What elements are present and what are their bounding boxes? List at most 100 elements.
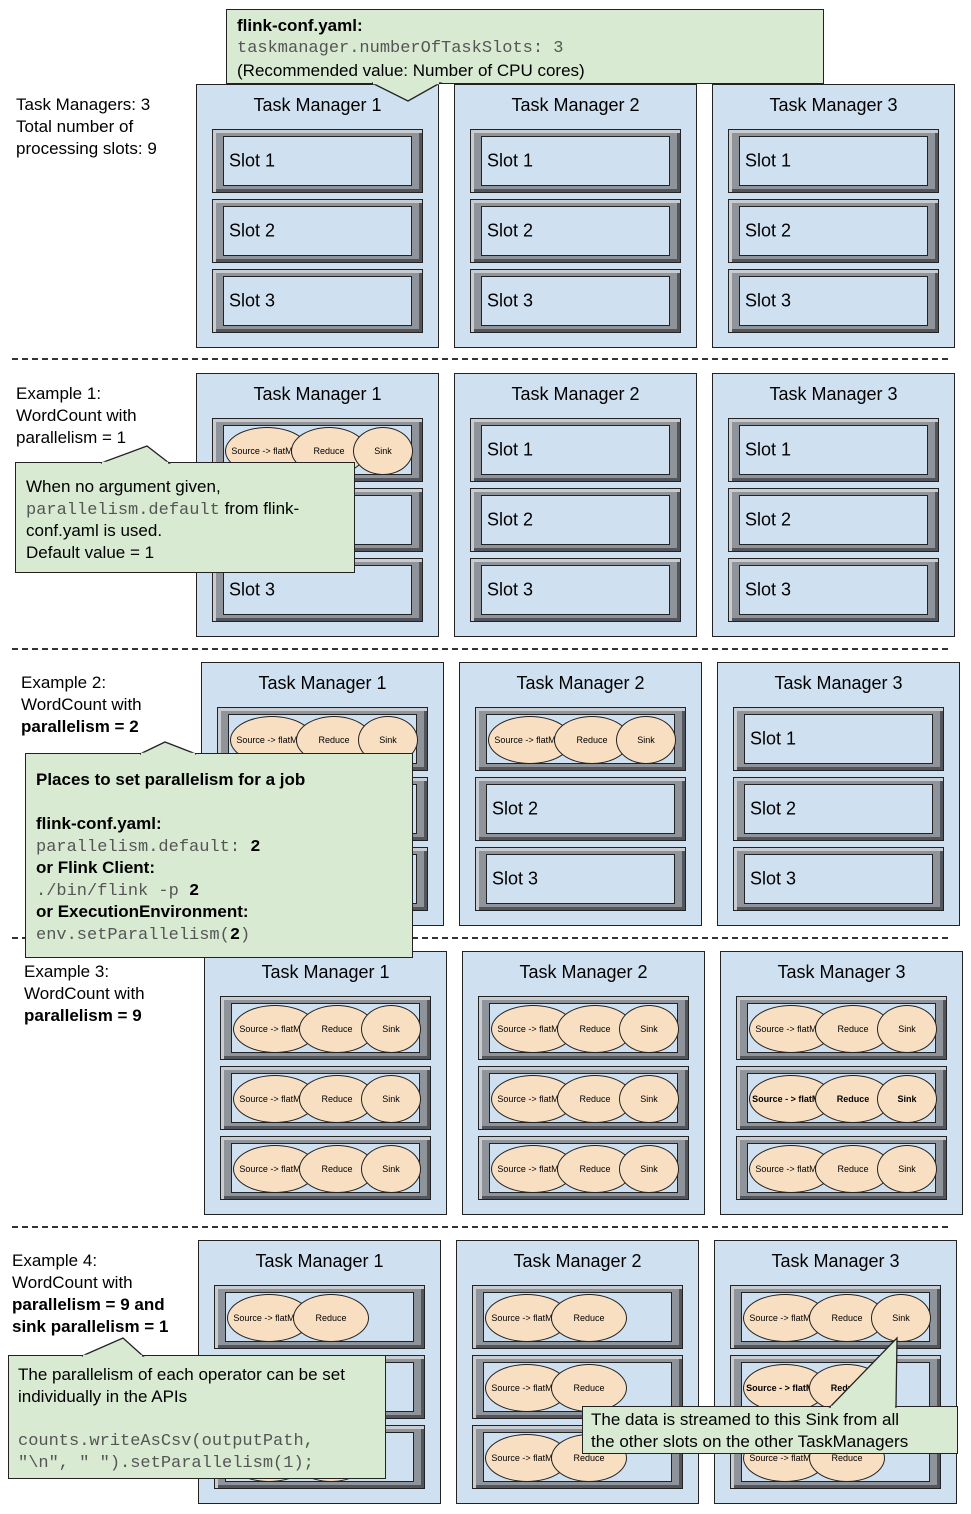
operator-reduce: Reduce [293, 1294, 369, 1342]
task-manager: Task Manager 3 Source -> flatMap Reduce Sin… [720, 951, 963, 1215]
slot-label: Slot 1 [487, 439, 534, 460]
slot-label: Slot 3 [750, 868, 797, 889]
slot-inner [481, 425, 670, 475]
section-divider [12, 937, 948, 939]
task-manager-title: Task Manager 3 [771, 1251, 900, 1271]
task-manager: Task Manager 1 Source -> flatMap Reduce Sin… [204, 951, 447, 1215]
task-manager: Task Manager 2 Source -> flatMap Reduce Sin… [459, 662, 702, 926]
slot-inner [481, 206, 670, 256]
slot-label: Slot 2 [745, 509, 792, 530]
top-callout-code: taskmanager.numberOfTaskSlots: 3 [237, 39, 564, 58]
operator-sink: Sink [877, 1075, 937, 1123]
section2-text: Example 2: WordCount with parallelism = … [21, 672, 142, 738]
callout-sink-stream: The data is streamed to this Sink from a… [582, 1406, 958, 1454]
task-manager-title: Task Manager 1 [253, 95, 382, 115]
task-manager: Task Manager 1 Slot 1 Slot 2 Slot 3 [196, 84, 439, 348]
operator-source-flatmap: Source - > flatMap [743, 1364, 827, 1412]
slot-label: Slot 1 [745, 439, 792, 460]
callout-set-parallelism: Places to set parallelism for a job flin… [25, 753, 413, 958]
slot-inner [744, 854, 933, 904]
slot-inner [481, 565, 670, 615]
operator-sink: Sink [361, 1145, 421, 1193]
slot-inner [739, 495, 928, 545]
task-manager: Task Manager 2 Source -> flatMap Reduce Sin… [462, 951, 705, 1215]
operator-source-flatmap: Source - > flatMap [749, 1075, 833, 1123]
task-manager-title: Task Manager 1 [255, 1251, 384, 1271]
slot-label: Slot 2 [487, 220, 534, 241]
slot-inner [481, 495, 670, 545]
slot-label: Slot 1 [750, 728, 797, 749]
callout2-code3a: env.setParallelism( [36, 926, 230, 945]
section-divider [12, 1226, 948, 1228]
task-manager-title: Task Manager 2 [519, 962, 648, 982]
slot: Source -> flatMap Reduce Sink [730, 1285, 941, 1349]
slot-inner [486, 784, 675, 834]
slot-inner [739, 206, 928, 256]
slot: Slot 3 [212, 269, 423, 333]
section0-text: Task Managers: 3 Total number of process… [16, 94, 157, 160]
slot: Slot 1 [733, 707, 944, 771]
operator-source-flatmap: Source -> flatMap [233, 1075, 317, 1123]
callout1-code: parallelism.default [26, 501, 220, 520]
slot: Slot 2 [728, 199, 939, 263]
slot: Slot 3 [475, 847, 686, 911]
slot: Slot 3 [728, 269, 939, 333]
slot-inner [744, 714, 933, 764]
operator-sink: Sink [619, 1145, 679, 1193]
slot-label: Slot 1 [745, 150, 792, 171]
callout2-val3: 2 [229, 926, 241, 945]
section3-text: Example 3: WordCount with parallelism = … [24, 961, 145, 1027]
slot-label: Slot 1 [229, 150, 276, 171]
slot: Source -> flatMap Reduce Sink [736, 1136, 947, 1200]
callout2-heading-env: or ExecutionEnvironment: [36, 902, 249, 921]
slot-label: Slot 3 [745, 290, 792, 311]
callout1-line2-rest: from flink- [219, 499, 300, 518]
slot-label: Slot 1 [487, 150, 534, 171]
slot: Source -> flatMap Reduce Sink [736, 996, 947, 1060]
slot: Slot 1 [470, 418, 681, 482]
section1-line2: WordCount with [16, 406, 137, 425]
task-manager-title: Task Manager 2 [513, 1251, 642, 1271]
top-callout-note: (Recommended value: Number of CPU cores) [237, 61, 585, 80]
slot-label: Slot 3 [229, 579, 276, 600]
section4-line1: Example 4: [12, 1251, 98, 1270]
callout2-code1-line: parallelism.default: 2 [36, 835, 260, 859]
callout2-code3-line: env.setParallelism(2) [36, 923, 250, 947]
task-manager: Task Manager 3 Slot 1 Slot 2 Slot 3 [712, 373, 955, 637]
task-manager: Task Manager 3 Source -> flatMap Reduce Sin… [714, 1240, 957, 1504]
slot-inner [739, 276, 928, 326]
slot-inner [223, 206, 412, 256]
task-manager-title: Task Manager 2 [511, 95, 640, 115]
callout2-title: Places to set parallelism for a job [36, 770, 306, 789]
callout2-code1: parallelism.default: [36, 838, 251, 857]
callout3-code2: "\n", " ").setParallelism(1); [18, 1454, 314, 1473]
slot-label: Slot 2 [750, 798, 797, 819]
operator-sink: Sink [353, 427, 413, 475]
slot: Slot 1 [728, 418, 939, 482]
operator-source-flatmap: Source -> flatMap [488, 716, 572, 764]
slot: Source -> flatMap Reduce Sink [220, 1136, 431, 1200]
callout1-line4: Default value = 1 [26, 543, 155, 562]
operator-sink: Sink [361, 1075, 421, 1123]
top-callout-title: flink-conf.yaml: [237, 16, 363, 35]
section1-text: Example 1: WordCount with parallelism = … [16, 383, 137, 449]
operator-sink: Sink [877, 1005, 937, 1053]
operator-reduce: Reduce [551, 1294, 627, 1342]
slot: Source -> flatMap Reduce Sink [478, 996, 689, 1060]
task-manager: Task Manager 3 Slot 1 Slot 2 Slot 3 [717, 662, 960, 926]
section3-line2: WordCount with [24, 984, 145, 1003]
section1-line3: parallelism = 1 [16, 428, 127, 447]
task-manager-title: Task Manager 2 [511, 384, 640, 404]
callout3-code1: counts.writeAsCsv(outputPath, [18, 1432, 314, 1451]
section4-line3: parallelism = 9 and [12, 1295, 165, 1314]
slot: Slot 3 [212, 558, 423, 622]
task-manager-title: Task Manager 3 [777, 962, 906, 982]
slot: Source -> flatMap Reduce Sink [475, 707, 686, 771]
task-manager: Task Manager 3 Slot 1 Slot 2 Slot 3 [712, 84, 955, 348]
top-callout: flink-conf.yaml: taskmanager.numberOfTas… [226, 9, 824, 84]
